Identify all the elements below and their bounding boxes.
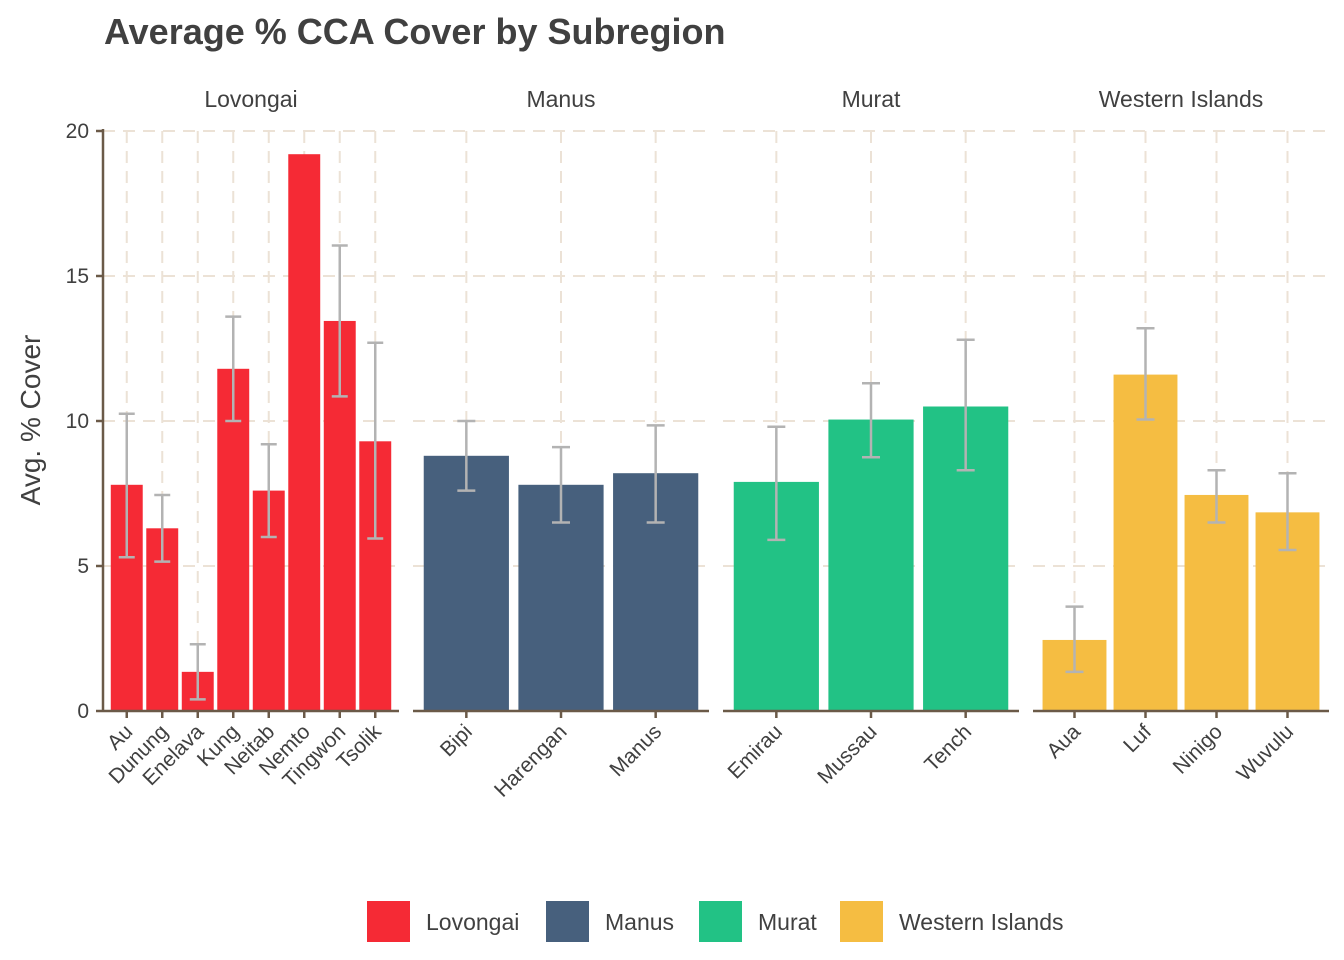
facet-strip-label: Manus xyxy=(526,86,595,112)
error-bar xyxy=(1065,605,1084,674)
legend: Lovongai Manus Murat Western Islands xyxy=(367,901,1063,942)
error-bar xyxy=(331,244,348,398)
error-bar xyxy=(225,315,242,423)
error-bar xyxy=(1207,469,1226,524)
x-tick-label: Harengan xyxy=(490,720,571,801)
legend-label: Western Islands xyxy=(899,909,1063,935)
facet-panel: Manus Bipi Harengan Manus xyxy=(413,86,709,802)
facet-strip-label: Murat xyxy=(842,86,901,112)
bar xyxy=(828,419,914,711)
x-tick-label: Tench xyxy=(920,720,976,776)
y-axis-label: Avg. % Cover xyxy=(15,335,46,506)
x-tick-label: Ninigo xyxy=(1169,720,1227,778)
legend-item: Western Islands xyxy=(840,901,1063,942)
y-tick-label: 0 xyxy=(77,700,89,723)
error-bar xyxy=(552,445,570,524)
x-tick-label: Mussau xyxy=(813,720,881,788)
legend-label: Murat xyxy=(758,909,817,935)
legend-label: Manus xyxy=(605,909,674,935)
error-bar xyxy=(154,493,171,563)
legend-item: Manus xyxy=(546,901,674,942)
facet-strip-label: Lovongai xyxy=(204,86,297,112)
error-bar xyxy=(457,419,476,492)
legend-key xyxy=(840,901,883,942)
y-axis: 0 5 10 15 20 xyxy=(66,120,105,723)
y-tick-label: 15 xyxy=(66,265,89,288)
facet-strip-label: Western Islands xyxy=(1099,86,1263,112)
error-bar xyxy=(1136,326,1155,421)
y-tick-label: 10 xyxy=(66,410,89,433)
legend-item: Lovongai xyxy=(367,901,519,942)
error-bar xyxy=(367,341,384,540)
error-bar xyxy=(767,425,786,542)
legend-item: Murat xyxy=(699,901,817,942)
facet-panels: LovongaiAuDunungEnelavaKungNeitabNemtoTi… xyxy=(103,86,1329,802)
legend-key xyxy=(367,901,410,942)
error-bar xyxy=(189,643,206,701)
y-tick-label: 20 xyxy=(66,120,89,143)
chart-title: Average % CCA Cover by Subregion xyxy=(104,11,725,52)
facet-panel: Western Islands Aua Luf Ninigo Wuvulu xyxy=(1033,86,1329,786)
x-tick-label: Luf xyxy=(1119,720,1156,757)
bar xyxy=(217,368,250,711)
error-bar xyxy=(956,338,975,472)
y-tick-label: 5 xyxy=(77,555,89,578)
bar xyxy=(423,455,509,711)
x-tick-label: Bipi xyxy=(436,720,477,761)
error-bar xyxy=(646,424,665,524)
x-tick-label: Aua xyxy=(1042,720,1085,763)
error-bar xyxy=(862,382,880,459)
legend-key xyxy=(699,901,742,942)
x-tick-label: Emirau xyxy=(724,720,787,783)
error-bar xyxy=(1278,471,1297,552)
error-bar xyxy=(118,412,135,559)
bar xyxy=(1113,374,1178,711)
bar xyxy=(288,154,321,711)
x-tick-label: Manus xyxy=(605,720,666,781)
legend-label: Lovongai xyxy=(426,909,519,935)
bar xyxy=(1184,494,1249,711)
facet-panel: Murat Emirau Mussau Tench xyxy=(723,86,1019,789)
error-bar xyxy=(260,442,277,539)
facet-panel: LovongaiAuDunungEnelavaKungNeitabNemtoTi… xyxy=(103,86,399,792)
legend-key xyxy=(546,901,589,942)
x-tick-label: Wuvulu xyxy=(1233,720,1299,786)
